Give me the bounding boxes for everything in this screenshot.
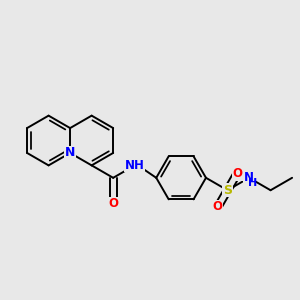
Text: O: O (212, 200, 223, 213)
Text: H: H (248, 178, 257, 188)
Text: N: N (65, 146, 75, 159)
Text: O: O (232, 167, 242, 180)
Text: S: S (223, 184, 232, 197)
Text: O: O (108, 197, 118, 211)
Text: NH: NH (125, 159, 145, 172)
Text: N: N (244, 171, 254, 184)
